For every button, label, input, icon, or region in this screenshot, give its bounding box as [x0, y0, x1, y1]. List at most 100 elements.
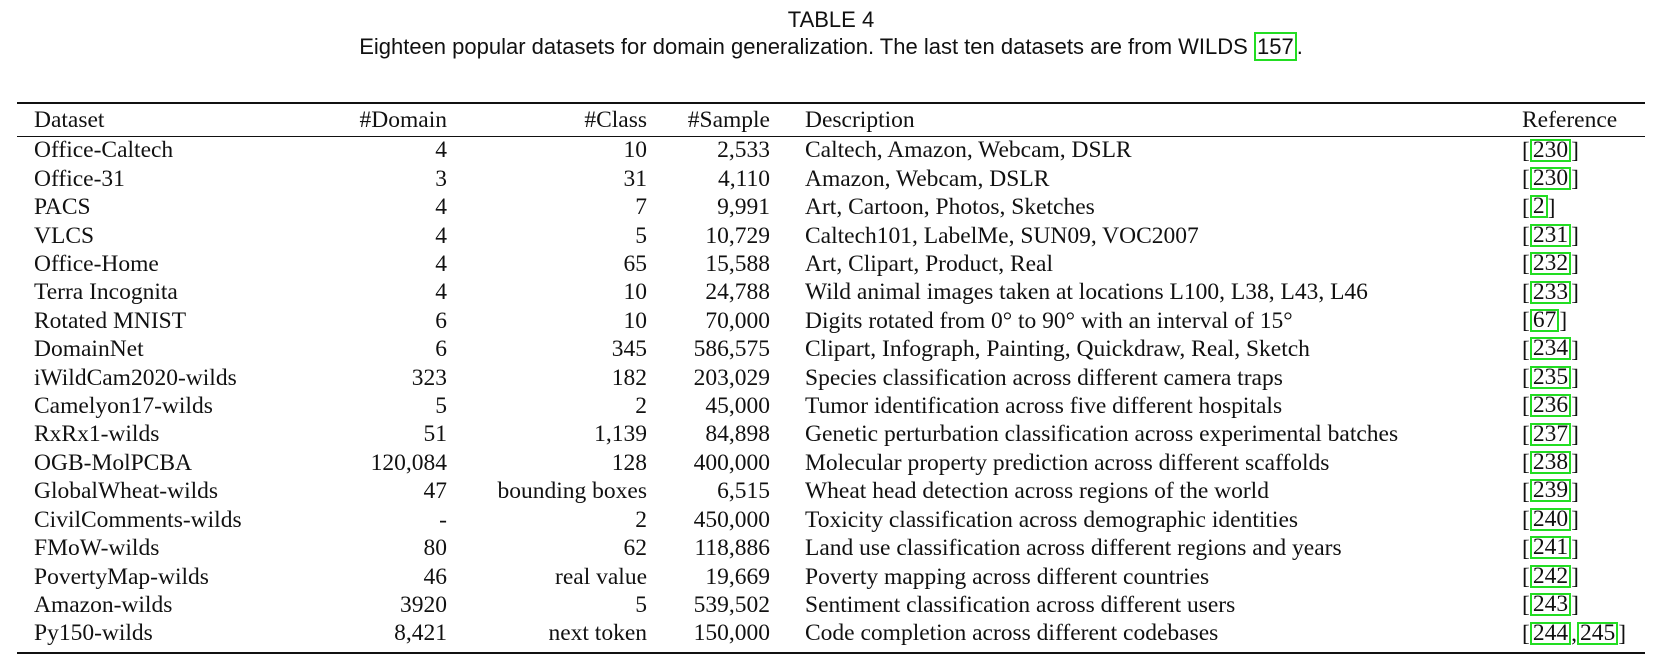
reference-open-bracket: [ [1522, 279, 1530, 306]
reference-link[interactable]: 232 [1529, 251, 1572, 276]
table-top-rule [17, 102, 1645, 104]
cell-class: 5 [635, 222, 647, 249]
caption-period: . [1296, 34, 1303, 59]
cell-reference: [239] [1522, 478, 1645, 506]
reference-link[interactable]: 240 [1529, 507, 1572, 531]
cell-reference: [2] [1522, 194, 1645, 222]
reference-link[interactable]: 243 [1529, 592, 1572, 617]
cell-reference: [238] [1522, 449, 1645, 477]
cell-sample: 10,729 [705, 222, 770, 249]
cell-class: 2 [635, 506, 647, 533]
reference-close-bracket: ] [1571, 535, 1579, 562]
cell-description: Amazon, Webcam, DSLR [805, 165, 1050, 192]
cell-class: 7 [635, 194, 647, 221]
cell-dataset: DomainNet [34, 336, 144, 363]
cell-class: 10 [623, 137, 648, 164]
reference-group: [232] [1522, 251, 1579, 279]
reference-close-bracket: ] [1571, 166, 1579, 193]
cell-description: Molecular property prediction across dif… [805, 449, 1330, 476]
reference-close-bracket: ] [1571, 450, 1579, 477]
reference-link[interactable]: 234 [1529, 337, 1572, 361]
cell-class: real value [555, 563, 647, 590]
reference-group: [244, 245] [1522, 620, 1626, 648]
reference-group: [238] [1522, 449, 1579, 477]
reference-open-bracket: [ [1522, 166, 1530, 193]
reference-open-bracket: [ [1522, 223, 1530, 250]
cell-reference: [236] [1522, 393, 1645, 421]
reference-group: [234] [1522, 336, 1579, 364]
table-bottom-rule [17, 652, 1645, 655]
datasets-table-container: Dataset #Domain #Class #Sample Descripti… [17, 102, 1645, 655]
cell-class: 182 [611, 364, 647, 391]
reference-group: [236] [1522, 393, 1579, 421]
cell-reference: [67] [1522, 307, 1645, 335]
caption-citation-link[interactable]: 157 [1253, 32, 1297, 61]
cell-reference: [232] [1522, 251, 1645, 279]
cell-sample: 9,991 [717, 194, 770, 221]
reference-link[interactable]: 244 [1529, 621, 1572, 645]
header-reference: Reference [1522, 107, 1618, 133]
reference-close-bracket: ] [1571, 251, 1579, 278]
reference-link[interactable]: 235 [1529, 365, 1572, 389]
reference-link[interactable]: 242 [1529, 564, 1572, 588]
reference-link[interactable]: 230 [1529, 138, 1572, 162]
cell-description: Genetic perturbation classification acro… [805, 421, 1399, 448]
reference-link[interactable]: 245 [1576, 621, 1619, 645]
cell-dataset: PACS [34, 194, 91, 221]
reference-group: [230] [1522, 137, 1579, 165]
reference-open-bracket: [ [1522, 620, 1530, 647]
table-row: VLCS 4 5 10,729 Caltech101, LabelMe, SUN09, … [17, 222, 1645, 250]
cell-description: Toxicity classification across demograph… [805, 506, 1299, 533]
reference-link[interactable]: 241 [1529, 536, 1572, 560]
reference-link[interactable]: 233 [1529, 280, 1572, 304]
table-row: Office-Home 4 65 15,588 Art, Clipart, Produc… [17, 251, 1645, 279]
reference-open-bracket: [ [1522, 137, 1530, 164]
header-domain: #Domain [359, 107, 447, 133]
cell-dataset: iWildCam2020-wilds [34, 364, 237, 391]
cell-dataset: Terra Incognita [34, 279, 178, 306]
reference-link[interactable]: 238 [1529, 450, 1572, 475]
table-row: Office-Caltech 4 10 2,533 Caltech, Amazon, W… [17, 137, 1645, 165]
cell-dataset: Amazon-wilds [34, 591, 173, 618]
datasets-table: Dataset #Domain #Class #Sample Descripti… [17, 104, 1645, 648]
cell-domain: 47 [423, 478, 448, 505]
cell-dataset: GlobalWheat-wilds [34, 478, 219, 505]
cell-sample: 6,515 [717, 478, 770, 505]
caption-text: Eighteen popular datasets for domain gen… [359, 34, 1248, 59]
reference-link[interactable]: 230 [1529, 166, 1572, 191]
cell-reference: [235] [1522, 364, 1645, 392]
cell-domain: 6 [435, 336, 447, 363]
cell-reference: [242] [1522, 563, 1645, 591]
reference-link[interactable]: 231 [1529, 223, 1572, 247]
reference-open-bracket: [ [1522, 194, 1530, 221]
reference-close-bracket: ] [1571, 421, 1579, 448]
cell-description: Digits rotated from 0° to 90° with an in… [805, 307, 1293, 334]
cell-sample: 203,029 [693, 364, 770, 391]
reference-group: [239] [1522, 478, 1579, 506]
table-row: DomainNet 6 345 586,575 Clipart, Infograph, … [17, 336, 1645, 364]
table-row: FMoW-wilds 80 62 118,886 Land use classifica… [17, 535, 1645, 563]
table-row: CivilComments-wilds - 2 450,000 Toxicity cla… [17, 506, 1645, 534]
reference-close-bracket: ] [1571, 592, 1579, 619]
cell-reference: [241] [1522, 535, 1645, 563]
cell-domain: 4 [435, 194, 447, 221]
cell-reference: [230] [1522, 165, 1645, 193]
reference-link[interactable]: 67 [1529, 308, 1560, 333]
reference-link[interactable]: 2 [1529, 195, 1548, 219]
table-row: RxRx1-wilds 51 1,139 84,898 Genetic perturba… [17, 421, 1645, 449]
reference-group: [230] [1522, 165, 1579, 193]
reference-close-bracket: ] [1571, 563, 1579, 590]
cell-domain: 4 [435, 137, 447, 164]
reference-link[interactable]: 239 [1529, 479, 1572, 503]
reference-group: [233] [1522, 279, 1579, 307]
cell-class: 65 [623, 251, 648, 278]
reference-group: [231] [1522, 222, 1579, 250]
reference-link[interactable]: 236 [1529, 394, 1572, 418]
cell-domain: 4 [435, 251, 447, 278]
cell-reference: [233] [1522, 279, 1645, 307]
cell-dataset: CivilComments-wilds [34, 506, 242, 533]
table-row: OGB-MolPCBA 120,084 128 400,000 Molecular pr… [17, 449, 1645, 477]
reference-link[interactable]: 237 [1529, 422, 1572, 446]
table-row: Py150-wilds 8,421 next token 150,000 Code co… [17, 620, 1645, 648]
cell-domain: 323 [411, 364, 447, 391]
